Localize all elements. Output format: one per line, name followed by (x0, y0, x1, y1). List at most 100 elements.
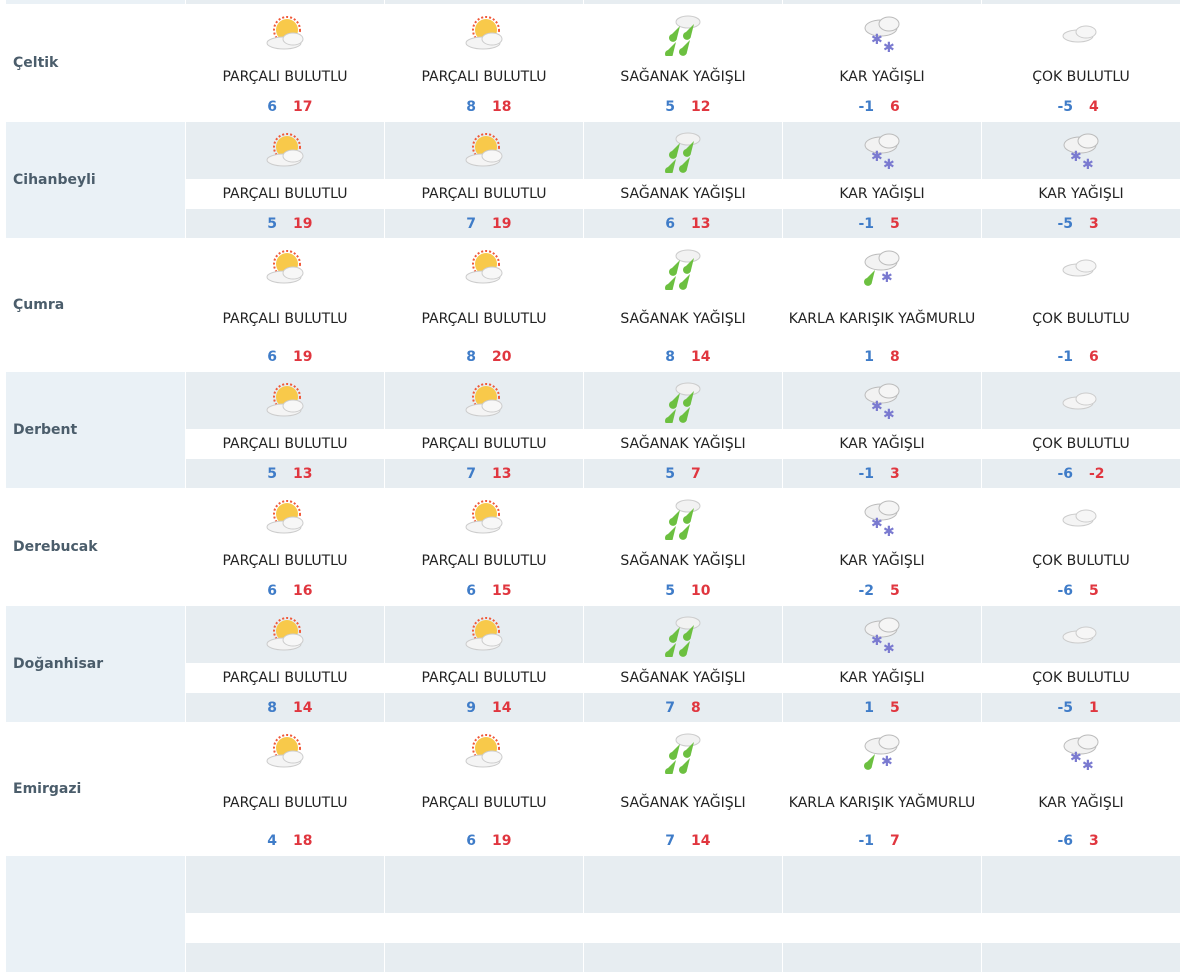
partly-cloudy-icon (385, 5, 583, 62)
city-row: Doğanhisar PARÇALI BULUTLU 8 14 PARÇALI B… (6, 606, 1181, 723)
max-temp: 5 (1089, 582, 1099, 599)
city-row (6, 856, 1181, 973)
day-cell: PARÇALI BULUTLU 8 18 (385, 5, 583, 121)
day-cell: ✱ ✱ KAR YAĞIŞLI -5 3 (982, 122, 1180, 238)
max-temp: 7 (890, 832, 900, 849)
min-temp: 6 (267, 98, 277, 115)
day-cell: ✱ KARLA KARIŞIK YAĞMURLU -1 7 (783, 723, 981, 855)
min-temp: -6 (1057, 465, 1073, 482)
max-temp: 5 (890, 582, 900, 599)
city-name[interactable]: Derbent (6, 372, 185, 488)
min-temp: 8 (466, 348, 476, 365)
min-temp: -5 (1057, 215, 1073, 232)
condition-label: PARÇALI BULUTLU (421, 310, 547, 327)
condition-label: KAR YAĞIŞLI (1038, 794, 1124, 811)
day-cell: ÇOK BULUTLU -6 -2 (982, 372, 1180, 488)
min-temp: -6 (1057, 582, 1073, 599)
city-name[interactable] (6, 856, 185, 972)
cloudy-icon (982, 372, 1180, 429)
city-name[interactable]: Çumra (13, 297, 65, 313)
city-name[interactable]: Cihanbeyli (6, 122, 185, 238)
condition-label: PARÇALI BULUTLU (222, 185, 348, 202)
day-cell: ÇOK BULUTLU -1 6 (982, 239, 1180, 371)
snow-icon: ✱ ✱ (982, 122, 1180, 179)
condition-label: KAR YAĞIŞLI (839, 185, 925, 202)
min-temp: 1 (864, 348, 874, 365)
day-cell: ✱ ✱ KAR YAĞIŞLI -6 3 (982, 723, 1180, 855)
day-cell: SAĞANAK YAĞIŞLI 5 12 (584, 5, 782, 121)
max-temp: 1 (1089, 699, 1099, 716)
min-temp: -5 (1057, 98, 1073, 115)
condition-label: PARÇALI BULUTLU (222, 435, 348, 452)
max-temp: 19 (293, 215, 313, 232)
sleet-icon: ✱ (783, 239, 981, 296)
day-cell (783, 856, 981, 972)
day-cell (186, 856, 384, 972)
max-temp: 4 (1089, 98, 1099, 115)
partly-cloudy-icon (186, 122, 384, 179)
max-temp: 14 (492, 699, 512, 716)
showers-icon (584, 122, 782, 179)
condition-label: PARÇALI BULUTLU (222, 68, 348, 85)
day-cell: PARÇALI BULUTLU 8 20 (385, 239, 583, 371)
min-temp: -1 (1057, 348, 1073, 365)
partly-cloudy-icon (186, 489, 384, 546)
svg-text:✱: ✱ (871, 399, 883, 415)
condition-label: PARÇALI BULUTLU (421, 794, 547, 811)
max-temp: 12 (691, 98, 711, 115)
day-cell: ✱ ✱ KAR YAĞIŞLI -1 6 (783, 5, 981, 121)
condition-label: KAR YAĞIŞLI (839, 552, 925, 569)
day-cell: PARÇALI BULUTLU 9 14 (385, 606, 583, 722)
showers-icon (584, 5, 782, 62)
max-temp: 14 (691, 348, 711, 365)
max-temp: 15 (492, 582, 512, 599)
sleet-icon: ✱ (783, 723, 981, 780)
city-name[interactable] (6, 0, 185, 4)
svg-text:✱: ✱ (1070, 149, 1082, 165)
svg-text:✱: ✱ (883, 524, 895, 540)
cloudy-icon (982, 489, 1180, 546)
min-temp: 9 (466, 699, 476, 716)
day-cell: PARÇALI BULUTLU 6 15 (385, 489, 583, 605)
city-name[interactable]: Derebucak (13, 539, 98, 555)
showers-icon (584, 606, 782, 663)
partly-cloudy-icon (385, 239, 583, 296)
condition-label: SAĞANAK YAĞIŞLI (620, 552, 746, 569)
min-temp: 8 (267, 699, 277, 716)
condition-label: SAĞANAK YAĞIŞLI (620, 435, 746, 452)
max-temp: 3 (1089, 215, 1099, 232)
day-cell: PARÇALI BULUTLU 5 19 (186, 122, 384, 238)
svg-text:✱: ✱ (1082, 758, 1094, 774)
condition-label: SAĞANAK YAĞIŞLI (620, 669, 746, 686)
day-cell: PARÇALI BULUTLU 7 19 (385, 122, 583, 238)
svg-text:✱: ✱ (883, 407, 895, 423)
max-temp: 7 (691, 465, 701, 482)
snow-icon: ✱ ✱ (783, 606, 981, 663)
min-temp: 5 (267, 215, 277, 232)
cloudy-icon (982, 606, 1180, 663)
partly-cloudy-icon (186, 239, 384, 296)
min-temp: 7 (466, 465, 476, 482)
city-name[interactable]: Çeltik (13, 55, 59, 71)
condition-label: PARÇALI BULUTLU (421, 185, 547, 202)
city-row: Derebucak PARÇALI BULUTLU 6 16 PARÇALI BU… (6, 489, 1181, 606)
city-name[interactable]: Emirgazi (13, 781, 82, 797)
day-cell: PARÇALI BULUTLU 6 19 (186, 239, 384, 371)
condition-label: KAR YAĞIŞLI (1038, 185, 1124, 202)
city-name[interactable]: Doğanhisar (6, 606, 185, 722)
city-row: Çumra PARÇALI BULUTLU 6 19 PARÇALI BULUTL… (6, 239, 1181, 372)
condition-label: ÇOK BULUTLU (1032, 68, 1130, 85)
svg-text:✱: ✱ (883, 157, 895, 173)
day-cell (982, 856, 1180, 972)
condition-label: ÇOK BULUTLU (1032, 669, 1130, 686)
min-temp: 5 (267, 465, 277, 482)
condition-label: SAĞANAK YAĞIŞLI (620, 185, 746, 202)
min-temp: 4 (267, 832, 277, 849)
day-cell: ÇOK BULUTLU -5 4 (982, 5, 1180, 121)
day-cell: PARÇALI BULUTLU 6 17 (186, 5, 384, 121)
condition-label: PARÇALI BULUTLU (421, 669, 547, 686)
min-temp: 7 (665, 699, 675, 716)
